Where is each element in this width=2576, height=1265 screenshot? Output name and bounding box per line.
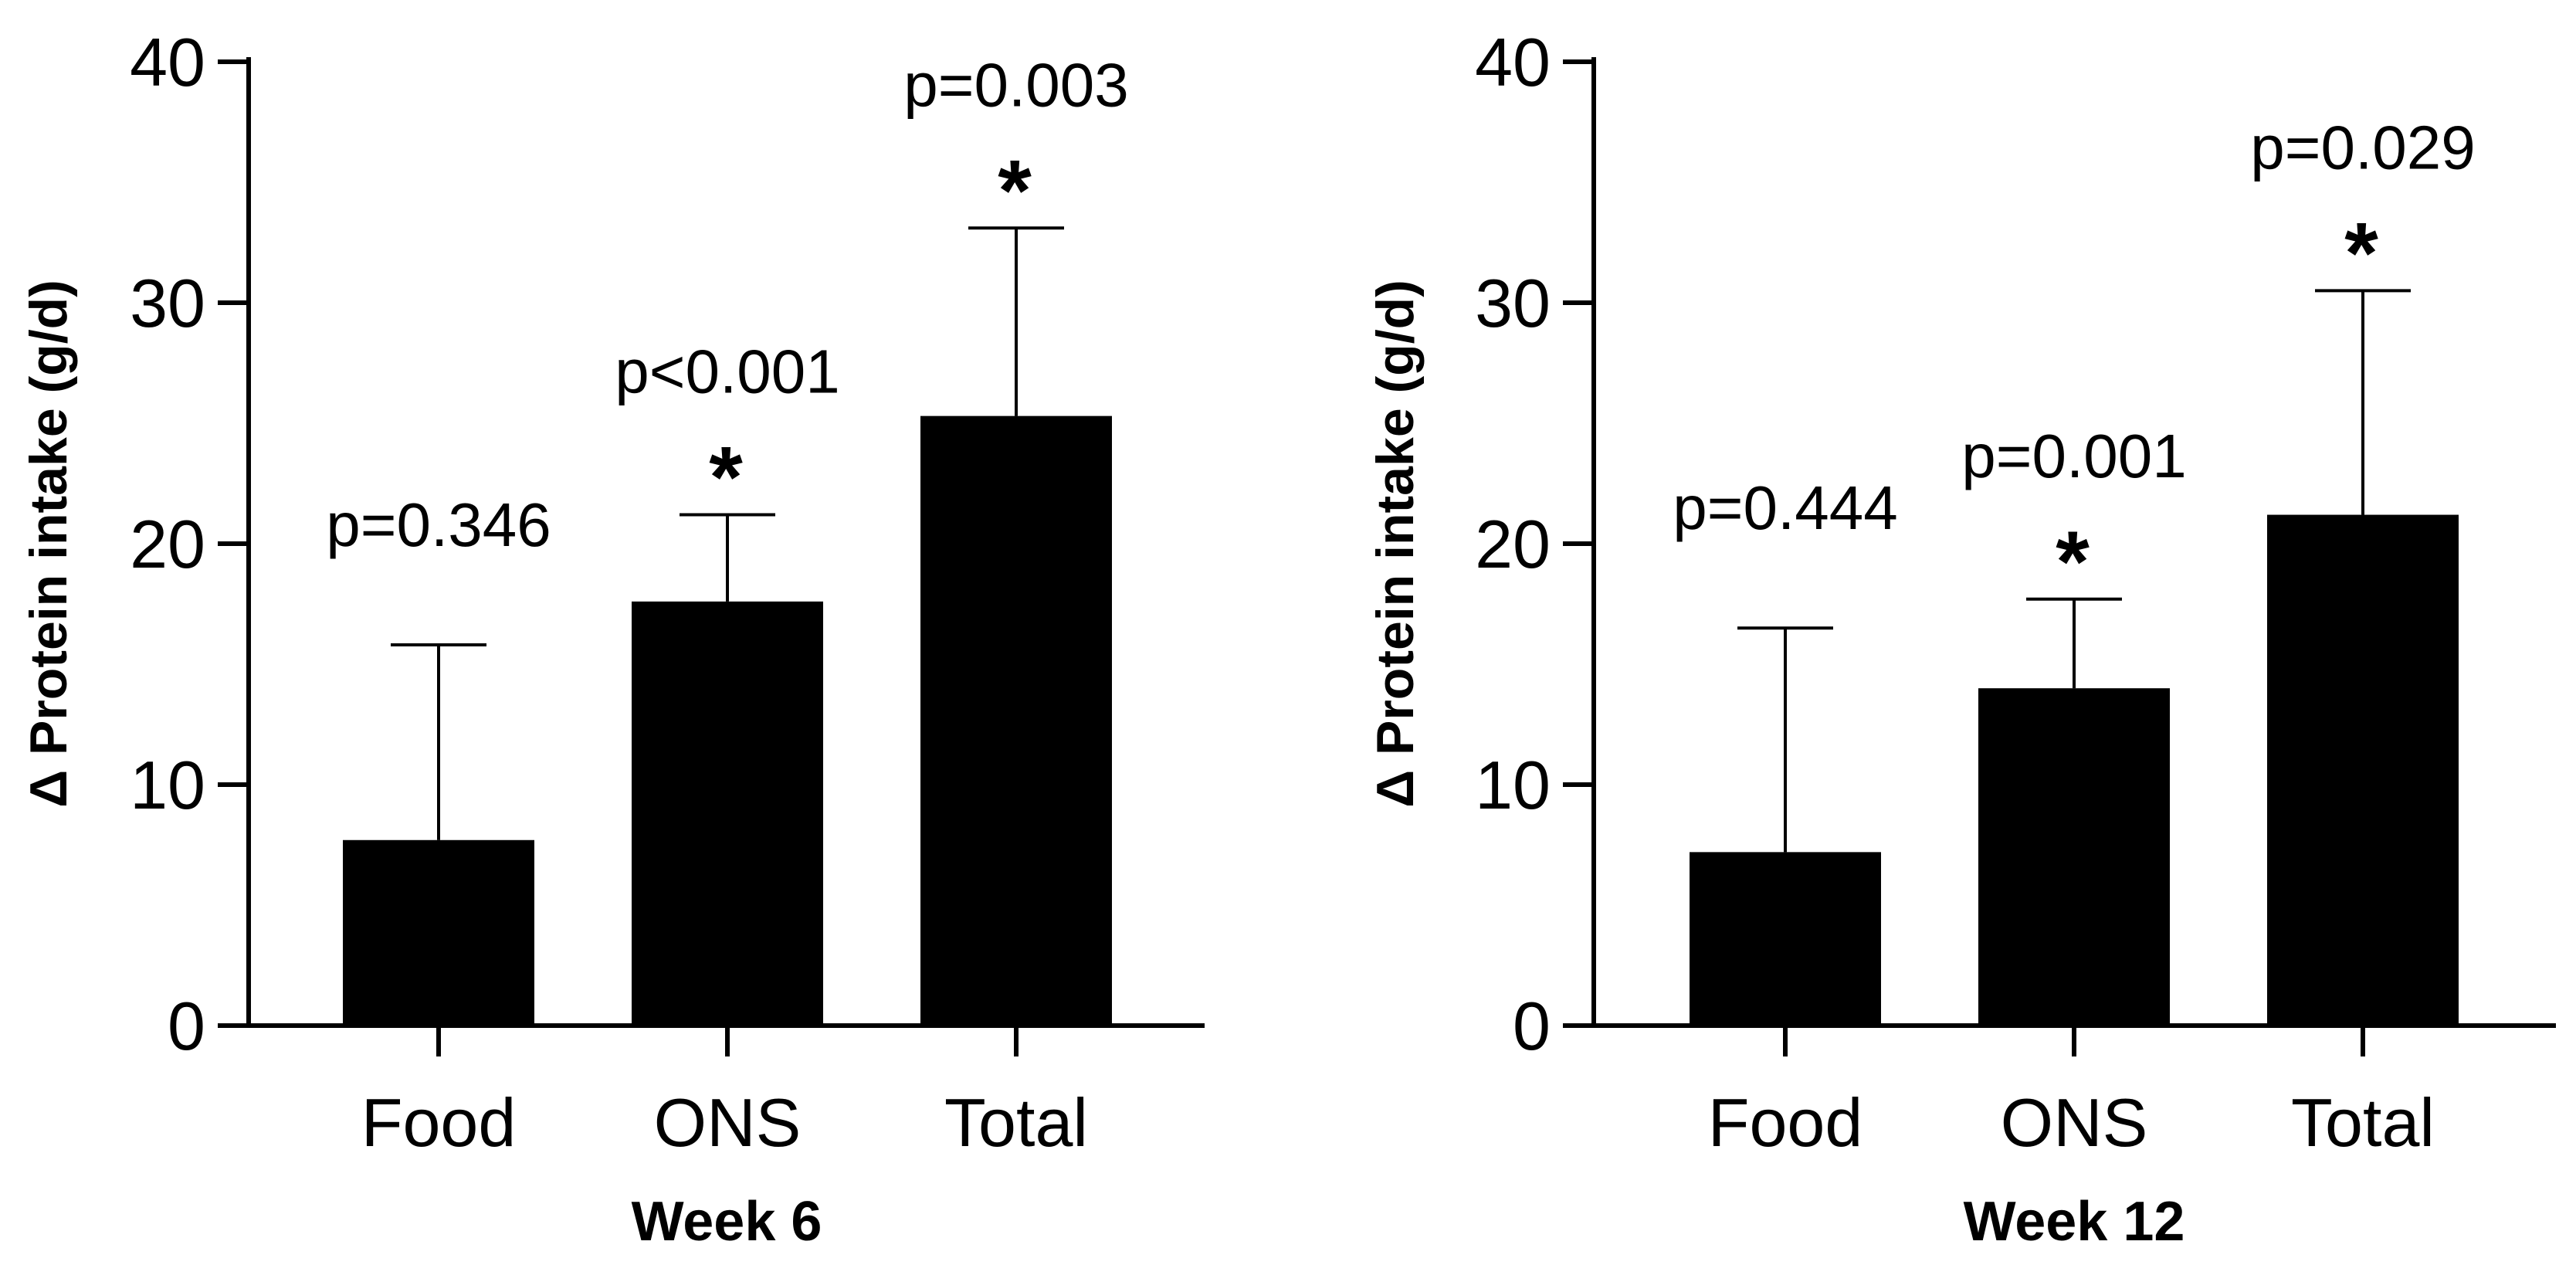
chart-week-12: 0 10 20 30 40 Food p=0.444 ONS * p=0.001 Total * p=0… <box>1366 24 2556 1253</box>
category-label-food: Food <box>1708 1084 1863 1161</box>
p-value-annotation: p=0.003 <box>903 50 1128 119</box>
y-tick-label: 20 <box>130 506 205 582</box>
x-axis-label: Week 6 <box>632 1191 822 1253</box>
p-value-annotation: p=0.029 <box>2250 113 2475 181</box>
y-tick-label: 30 <box>130 265 205 341</box>
x-axis-label: Week 12 <box>1964 1191 2185 1253</box>
y-tick-label: 10 <box>1475 747 1551 823</box>
y-axis-label: Δ Protein intake (g/d) <box>1366 280 1425 808</box>
category-label-ons: ONS <box>654 1084 802 1161</box>
p-value-annotation: p=0.444 <box>1673 473 1897 542</box>
bar-food <box>343 839 534 1026</box>
p-value-annotation: p=0.001 <box>1961 422 2186 490</box>
y-tick-label: 0 <box>1513 988 1551 1064</box>
bar-ons <box>632 601 823 1026</box>
significance-star: * <box>998 142 1032 239</box>
p-value-annotation: p<0.001 <box>615 337 839 406</box>
y-tick-label: 30 <box>1475 265 1551 341</box>
significance-star: * <box>2056 514 2090 610</box>
y-tick-label: 0 <box>168 988 205 1064</box>
bar-total <box>920 415 1112 1026</box>
significance-star: * <box>709 429 743 526</box>
bar-total <box>2267 514 2459 1026</box>
y-axis-label: Δ Protein intake (g/d) <box>19 280 78 808</box>
significance-star: * <box>2344 205 2378 301</box>
y-tick-label: 40 <box>130 24 205 100</box>
y-tick-label: 10 <box>130 747 205 823</box>
bar-ons <box>1978 688 2170 1026</box>
category-label-total: Total <box>2291 1084 2435 1161</box>
y-tick-label: 20 <box>1475 506 1551 582</box>
y-tick-label: 40 <box>1475 24 1551 100</box>
category-label-ons: ONS <box>2001 1084 2148 1161</box>
bar-food <box>1690 852 1881 1026</box>
chart-week-6: 0 10 20 30 40 Food p=0.346 ONS * p<0.001 Total * p=0… <box>19 24 1205 1253</box>
category-label-food: Food <box>361 1084 517 1161</box>
p-value-annotation: p=0.346 <box>326 490 551 559</box>
category-label-total: Total <box>944 1084 1088 1161</box>
